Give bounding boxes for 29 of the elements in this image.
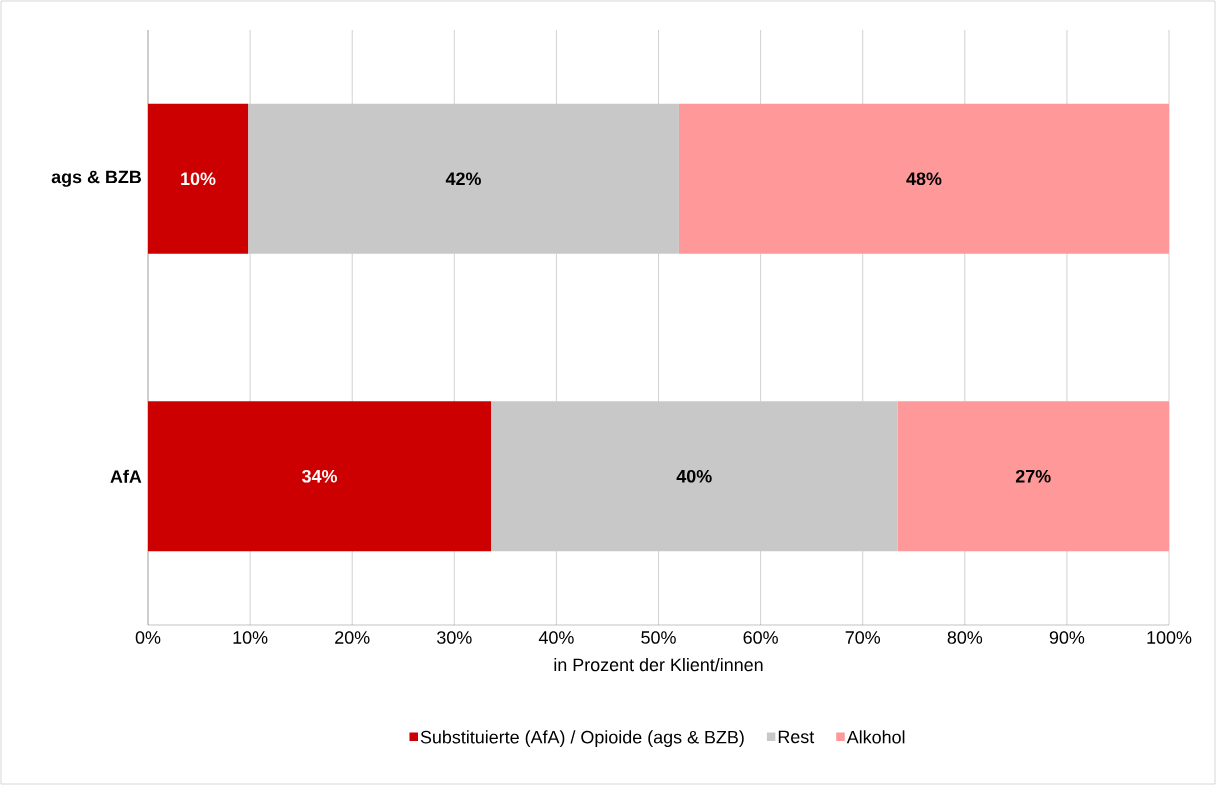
data-label: 34% — [301, 469, 337, 483]
x-tick-label: 10% — [233, 631, 268, 644]
data-label: 27% — [1015, 469, 1051, 483]
y-tick-label: AfA — [110, 469, 142, 483]
x-axis-title: in Prozent der Klient/innen — [554, 658, 763, 672]
data-label: 10% — [181, 172, 216, 186]
bar — [148, 103, 249, 254]
x-tick-label: 20% — [335, 631, 370, 644]
data-label: 40% — [676, 469, 712, 483]
legend-label: Substituierte (AfA) / Opioide (ags & BZB) — [420, 730, 744, 748]
bar — [897, 401, 1170, 552]
x-tick-label: 30% — [437, 631, 472, 644]
bar — [678, 103, 1170, 254]
x-tick-label: 0% — [135, 631, 161, 644]
x-tick-label: 100% — [1147, 631, 1192, 644]
x-tick-label: 60% — [743, 631, 778, 644]
x-tick-label: 40% — [538, 631, 574, 644]
x-tick-label: 90% — [1049, 631, 1085, 644]
data-label: 42% — [445, 172, 481, 186]
bar — [248, 103, 679, 254]
x-tick-label: 50% — [641, 631, 676, 644]
legend-label: Alkohol — [846, 730, 905, 744]
x-tick-label: 70% — [845, 631, 881, 644]
bar — [148, 401, 492, 552]
legend-label: Rest — [778, 730, 815, 744]
y-tick-label: ags & BZB — [51, 170, 141, 187]
bar — [491, 401, 898, 552]
x-tick-label: 80% — [947, 631, 983, 644]
data-label: 48% — [906, 172, 942, 186]
